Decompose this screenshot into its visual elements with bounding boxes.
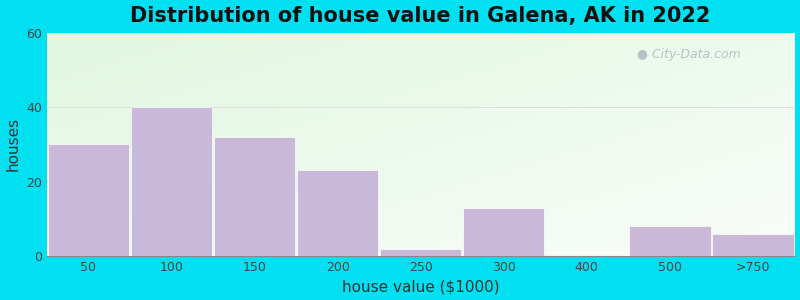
- Title: Distribution of house value in Galena, AK in 2022: Distribution of house value in Galena, A…: [130, 6, 711, 26]
- Bar: [297, 170, 378, 256]
- Bar: [48, 144, 129, 256]
- Bar: [380, 249, 462, 256]
- Bar: [712, 234, 794, 256]
- Bar: [130, 107, 212, 256]
- Text: ● City-Data.com: ● City-Data.com: [638, 48, 741, 61]
- Y-axis label: houses: houses: [6, 117, 21, 171]
- Bar: [629, 226, 710, 256]
- Bar: [463, 208, 545, 256]
- Bar: [214, 137, 295, 256]
- X-axis label: house value ($1000): house value ($1000): [342, 279, 499, 294]
